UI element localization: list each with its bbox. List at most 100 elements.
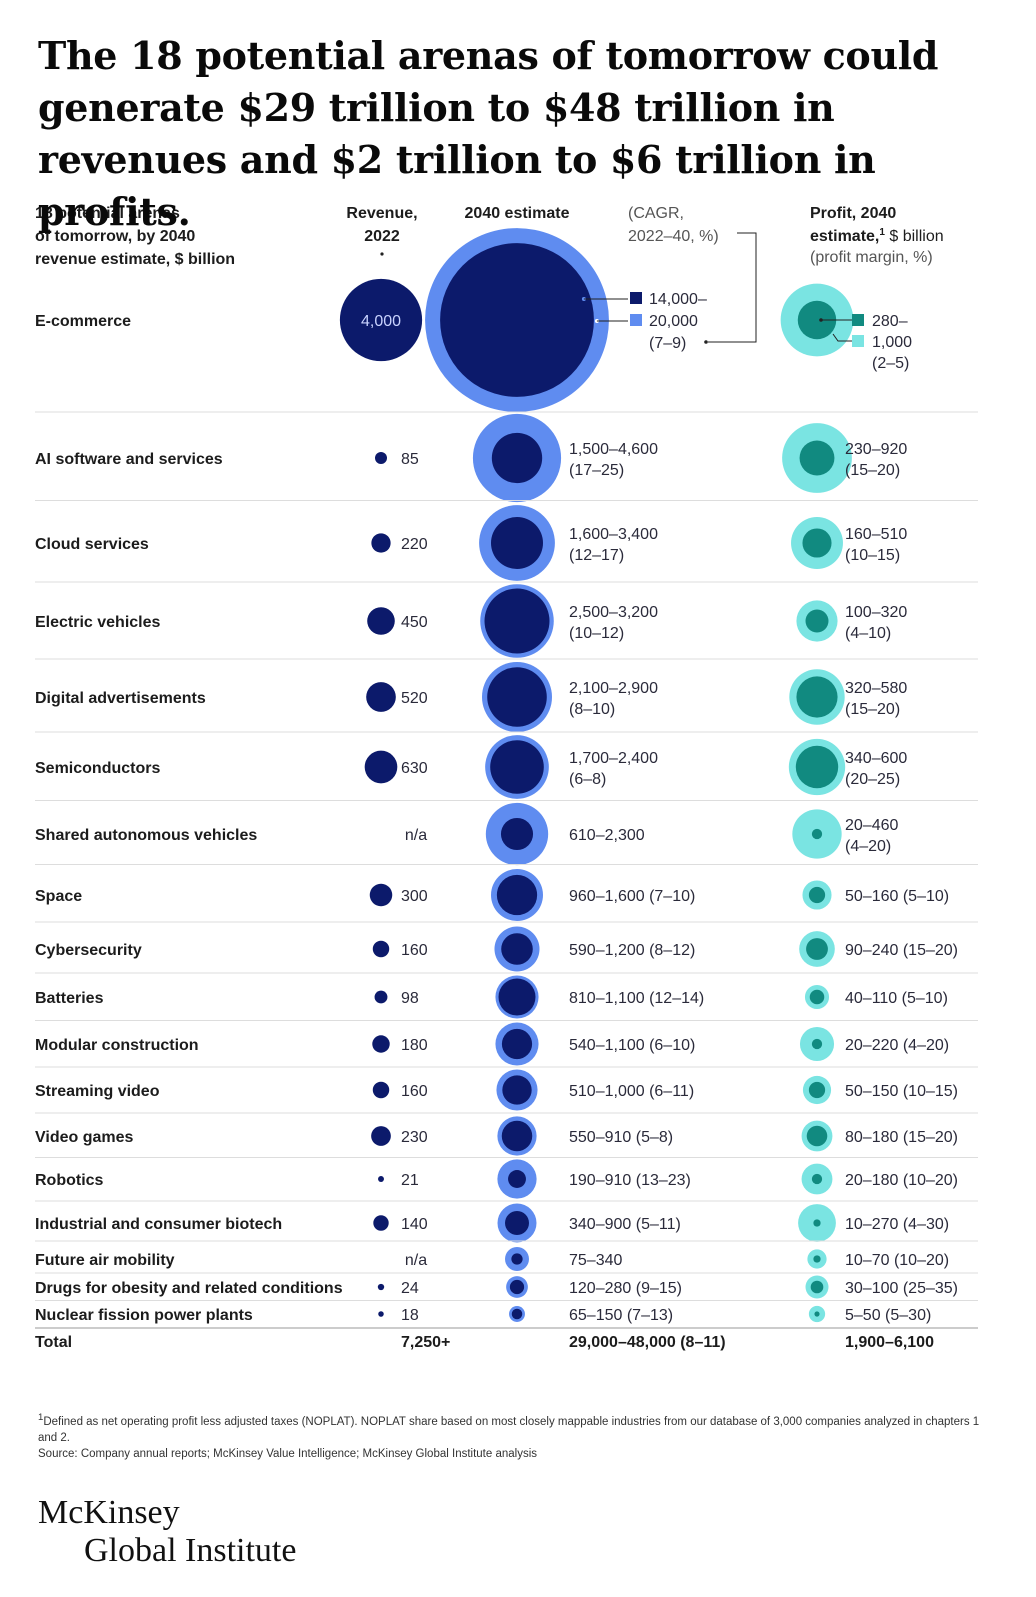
arena-label-industrial-and-consumer-biotech: Industrial and consumer biotech xyxy=(35,1216,282,1233)
cagr-label-electric-vehicles: (10–12) xyxy=(569,625,624,642)
revenue-2040-low-bubble-nuclear-fission-power-plants xyxy=(511,1308,523,1320)
revenue-2022-bubble-nuclear-fission-power-plants xyxy=(378,1311,384,1317)
arena-label-space: Space xyxy=(35,888,82,905)
revenue-2022-label-ai-software-and-services: 85 xyxy=(401,451,419,468)
margin-label-ai-software-and-services: (15–20) xyxy=(845,462,900,479)
revenue-2040-low-bubble-cloud-services xyxy=(491,517,543,569)
profit-label-industrial-and-consumer-biotech: 10–270 (4–30) xyxy=(845,1216,949,1233)
revenue-2022-bubble-robotics xyxy=(378,1176,384,1182)
margin-label-semiconductors: (20–25) xyxy=(845,771,900,788)
revenue-2022-label-e-commerce: 4,000 xyxy=(361,313,401,330)
legend-profit-high-leader xyxy=(832,333,852,342)
revenue-2022-label-modular-construction: 180 xyxy=(401,1037,428,1054)
arena-label-nuclear-fission-power-plants: Nuclear fission power plants xyxy=(35,1307,253,1324)
logo-line-1: McKinsey xyxy=(38,1494,180,1531)
profit-label-cloud-services: 160–510 xyxy=(845,526,907,543)
revenue-2040-low-bubble-streaming-video xyxy=(502,1075,532,1105)
revenue-2040-label-semiconductors: 1,700–2,400 xyxy=(569,750,658,767)
revenue-2040-label-digital-advertisements: 2,100–2,900 xyxy=(569,680,658,697)
total-label: Total xyxy=(35,1334,72,1351)
revenue-2040-label-space: 960–1,600 (7–10) xyxy=(569,888,695,905)
revenue-2022-bubble-industrial-and-consumer-biotech xyxy=(373,1215,389,1231)
profit-label-cybersecurity: 90–240 (15–20) xyxy=(845,942,958,959)
revenue-2022-bubble-space xyxy=(369,883,393,907)
arena-label-semiconductors: Semiconductors xyxy=(35,760,160,777)
revenue-2022-label-robotics: 21 xyxy=(401,1172,419,1189)
revenue-2040-label-cybersecurity: 590–1,200 (8–12) xyxy=(569,942,695,959)
profit-low-bubble-electric-vehicles xyxy=(805,609,829,633)
profit-low-bubble-streaming-video xyxy=(808,1081,826,1099)
revenue-2022-bubble-ai-software-and-services xyxy=(375,452,387,464)
total-rev2022: 7,250+ xyxy=(401,1334,450,1351)
legend-profit-low-swatch xyxy=(852,314,864,326)
footnote-definition: 1Defined as net operating profit less ad… xyxy=(38,1410,998,1446)
legend-cagr-leader xyxy=(708,232,757,343)
profit-low-bubble-cybersecurity xyxy=(806,938,828,960)
header-revenue-2022-line-1: Revenue, xyxy=(346,205,417,222)
margin-label-digital-advertisements: (15–20) xyxy=(845,701,900,718)
revenue-2022-bubble-semiconductors xyxy=(364,750,398,784)
revenue-2022-bubble-e-commerce xyxy=(339,278,423,362)
header-arena-line-1: 18 potential arenas xyxy=(35,205,180,222)
footnote-marker: 1 xyxy=(38,1412,44,1423)
legend-profit-high-swatch xyxy=(852,335,864,347)
header-profit-line-1: Profit, 2040 xyxy=(810,205,896,222)
profit-label-shared-autonomous-vehicles: 20–460 xyxy=(845,817,898,834)
source-line: Source: Company annual reports; McKinsey… xyxy=(38,1447,538,1460)
profit-label-drugs-for-obesity-and-related-conditions: 30–100 (25–35) xyxy=(845,1280,958,1297)
revenue-2040-low-bubble-space xyxy=(496,874,538,916)
revenue-2040-low-bubble-industrial-and-consumer-biotech xyxy=(505,1211,529,1235)
footnote: 1Defined as net operating profit less ad… xyxy=(38,1410,998,1462)
revenue-2022-bubble-cybersecurity xyxy=(372,940,390,958)
legend-rev-high-label: 20,000 xyxy=(649,313,698,330)
total-2040-estimate: 29,000–48,000 (8–11) xyxy=(569,1334,726,1351)
profit-low-bubble-e-commerce xyxy=(797,300,837,340)
page-title: The 18 potential arenas of tomorrow coul… xyxy=(38,33,939,234)
revenue-2040-label-electric-vehicles: 2,500–3,200 xyxy=(569,604,658,621)
revenue-2022-bubble-digital-advertisements xyxy=(366,682,396,712)
profit-low-bubble-digital-advertisements xyxy=(796,676,838,718)
arena-label-future-air-mobility: Future air mobility xyxy=(35,1252,175,1269)
arena-label-e-commerce: E-commerce xyxy=(35,313,131,330)
revenue-2022-label-nuclear-fission-power-plants: 18 xyxy=(401,1307,419,1324)
revenue-2040-label-streaming-video: 510–1,000 (6–11) xyxy=(569,1083,694,1100)
margin-label-electric-vehicles: (4–10) xyxy=(845,625,891,642)
profit-low-bubble-ai-software-and-services xyxy=(799,440,835,476)
footnote-text: Defined as net operating profit less adj… xyxy=(38,1415,980,1444)
arena-label-robotics: Robotics xyxy=(35,1172,104,1189)
revenue-2022-bubble-batteries xyxy=(374,990,388,1004)
profit-label-digital-advertisements: 320–580 xyxy=(845,680,907,697)
legend-cagr-label: (7–9) xyxy=(649,335,686,352)
revenue-2040-label-drugs-for-obesity-and-related-conditions: 120–280 (9–15) xyxy=(569,1280,682,1297)
profit-label-nuclear-fission-power-plants: 5–50 (5–30) xyxy=(845,1307,931,1324)
total-profit: 1,900–6,100 xyxy=(845,1334,934,1351)
revenue-2022-label-digital-advertisements: 520 xyxy=(401,690,428,707)
revenue-2040-low-bubble-video-games xyxy=(501,1120,533,1152)
arena-label-video-games: Video games xyxy=(35,1129,134,1146)
header-arena-line-2: of tomorrow, by 2040 xyxy=(35,228,195,245)
profit-low-bubble-nuclear-fission-power-plants xyxy=(814,1311,820,1317)
profit-label-future-air-mobility: 10–70 (10–20) xyxy=(845,1252,949,1269)
arena-label-modular-construction: Modular construction xyxy=(35,1037,199,1054)
revenue-2022-label-shared-autonomous-vehicles: n/a xyxy=(405,827,427,844)
legend-high-swatch xyxy=(630,314,642,326)
header-profit-estimate-word: estimate, xyxy=(810,228,879,245)
revenue-2022-bubble-cloud-services xyxy=(371,533,391,553)
profit-low-bubble-video-games xyxy=(806,1125,828,1147)
revenue-2022-label-drugs-for-obesity-and-related-conditions: 24 xyxy=(401,1280,419,1297)
revenue-2040-label-future-air-mobility: 75–340 xyxy=(569,1252,622,1269)
legend-profit-high-label: 1,000 xyxy=(872,334,912,351)
margin-label-shared-autonomous-vehicles: (4–20) xyxy=(845,838,891,855)
revenue-2040-label-industrial-and-consumer-biotech: 340–900 (5–11) xyxy=(569,1216,681,1233)
legend-profit-low-label: 280– xyxy=(872,313,908,330)
profit-low-bubble-modular-construction xyxy=(811,1038,823,1050)
profit-low-bubble-cloud-services xyxy=(802,528,832,558)
revenue-2022-bubble-video-games xyxy=(371,1126,391,1146)
legend-rev-low-label: 14,000– xyxy=(649,291,707,308)
revenue-2040-label-modular-construction: 540–1,100 (6–10) xyxy=(569,1037,695,1054)
revenue-2022-label-video-games: 230 xyxy=(401,1129,428,1146)
revenue-2040-low-bubble-robotics xyxy=(508,1170,526,1188)
arena-label-drugs-for-obesity-and-related-conditions: Drugs for obesity and related conditions xyxy=(35,1280,343,1297)
mckinsey-logo: McKinsey Global Institute xyxy=(38,1494,296,1570)
arena-label-batteries: Batteries xyxy=(35,990,104,1007)
